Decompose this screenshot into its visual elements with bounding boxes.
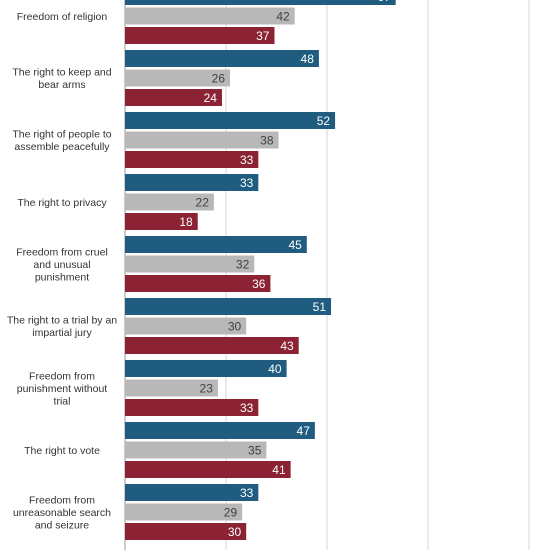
bar — [125, 112, 336, 129]
category-label: The right to privacy — [17, 197, 107, 209]
data-label: 33 — [240, 401, 254, 415]
bar — [125, 69, 231, 87]
data-label: 43 — [280, 339, 294, 353]
category-label: Freedom from punishment without trial — [17, 370, 108, 407]
bar — [125, 379, 218, 397]
data-label: 18 — [179, 215, 193, 229]
data-label: 23 — [200, 381, 214, 395]
data-label: 33 — [240, 486, 254, 500]
bar — [125, 503, 243, 521]
category-label: Freedom from unreasonable search and seizu… — [13, 494, 111, 531]
bar — [125, 360, 287, 377]
bar — [125, 298, 332, 315]
bar — [125, 193, 214, 211]
data-label: 51 — [313, 300, 327, 314]
bar — [125, 317, 247, 335]
data-label: 67 — [377, 0, 391, 4]
bar — [125, 523, 247, 540]
data-label: 48 — [301, 52, 315, 66]
data-label: 30 — [228, 319, 242, 333]
bar — [125, 50, 319, 67]
data-label: 40 — [268, 362, 282, 376]
category-label: The right of people to assemble peacefull… — [12, 129, 111, 154]
data-label: 52 — [317, 114, 331, 128]
bar — [125, 337, 299, 354]
bar — [125, 422, 315, 439]
data-label: 37 — [256, 29, 270, 43]
bars — [125, 0, 396, 540]
bar — [125, 484, 259, 501]
data-label: 41 — [272, 463, 286, 477]
category-label: Freedom of religion — [17, 11, 108, 23]
data-label: 30 — [228, 525, 242, 539]
data-label: 47 — [297, 424, 311, 438]
bar — [125, 236, 307, 253]
bar — [125, 213, 198, 230]
category-label: The right to a trial by an impartial jury — [7, 315, 117, 340]
bar — [125, 399, 259, 416]
bar — [125, 89, 222, 106]
bar — [125, 275, 271, 292]
bar — [125, 441, 267, 459]
data-label: 38 — [260, 133, 274, 147]
data-label: 22 — [196, 195, 210, 209]
data-label: 29 — [224, 505, 238, 519]
data-label: 24 — [204, 91, 218, 105]
bar — [125, 255, 255, 273]
data-label: 33 — [240, 176, 254, 190]
data-label: 42 — [276, 9, 290, 23]
bar — [125, 461, 291, 478]
bar — [125, 174, 259, 191]
category-labels: Freedom of religion The right to keep and… — [7, 11, 117, 531]
data-label: 36 — [252, 277, 266, 291]
category-label: The right to keep and bear arms — [12, 67, 111, 92]
data-label: 45 — [288, 238, 302, 252]
bar — [125, 7, 295, 25]
data-label: 26 — [212, 71, 226, 85]
data-label: 32 — [236, 257, 250, 271]
bar — [125, 27, 275, 44]
bar — [125, 0, 396, 5]
bar — [125, 151, 259, 168]
data-label: 33 — [240, 153, 254, 167]
category-label: The right to vote — [24, 445, 100, 457]
data-label: 35 — [248, 443, 262, 457]
category-label: Freedom from cruel and unusual punishment — [16, 246, 108, 283]
bar — [125, 131, 279, 149]
